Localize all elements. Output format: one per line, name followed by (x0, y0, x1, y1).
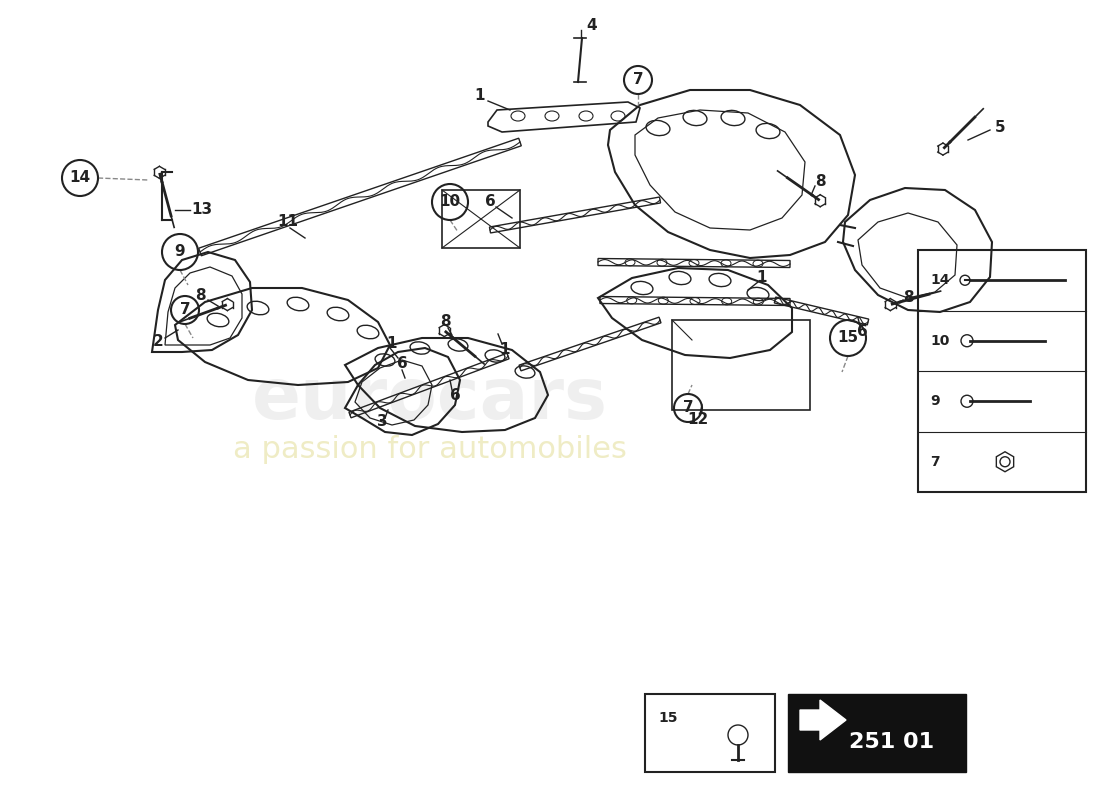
Text: 7: 7 (179, 302, 190, 318)
Text: eurocars: eurocars (252, 366, 608, 434)
Text: 8: 8 (815, 174, 825, 190)
Text: 9: 9 (930, 394, 939, 408)
Text: 9: 9 (175, 245, 185, 259)
Text: 7: 7 (632, 73, 644, 87)
Text: 2: 2 (153, 334, 164, 350)
Text: 15: 15 (658, 711, 678, 725)
Text: 8: 8 (440, 314, 450, 330)
Text: 4: 4 (586, 18, 597, 33)
Text: 12: 12 (688, 413, 708, 427)
Text: 1: 1 (475, 89, 485, 103)
Text: 6: 6 (397, 357, 407, 371)
Bar (918, 250, 1086, 492)
Text: 1: 1 (387, 335, 397, 350)
Text: 6: 6 (485, 194, 495, 210)
Bar (672, 320, 810, 410)
Text: 6: 6 (450, 387, 461, 402)
Polygon shape (800, 700, 846, 740)
Text: 13: 13 (191, 202, 212, 218)
Bar (645, 694, 775, 772)
Text: 1: 1 (499, 342, 510, 358)
Text: 5: 5 (994, 121, 1005, 135)
Text: a passion for automobiles: a passion for automobiles (233, 435, 627, 465)
Text: 7: 7 (683, 401, 693, 415)
Text: 6: 6 (857, 325, 868, 339)
Text: 8: 8 (195, 289, 206, 303)
Text: 11: 11 (277, 214, 298, 230)
Text: 7: 7 (930, 454, 939, 469)
Text: 10: 10 (930, 334, 949, 348)
Bar (442, 190, 520, 248)
Text: 251 01: 251 01 (849, 732, 935, 752)
Text: 8: 8 (903, 290, 913, 306)
Text: 15: 15 (837, 330, 859, 346)
Text: 14: 14 (930, 274, 949, 287)
Text: 1: 1 (757, 270, 768, 286)
Bar (788, 694, 966, 772)
Text: 14: 14 (69, 170, 90, 186)
Text: 10: 10 (439, 194, 461, 210)
Text: 3: 3 (376, 414, 387, 430)
